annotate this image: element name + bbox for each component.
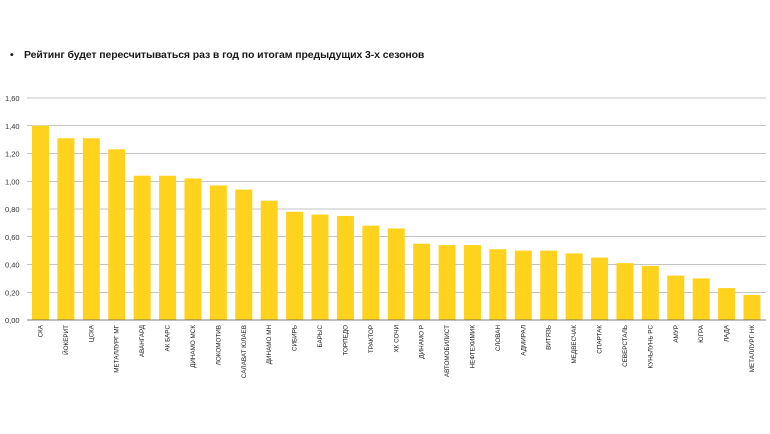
x-category-label: АК БАРС xyxy=(165,325,172,352)
x-category-label: ДИНАМО МСК xyxy=(190,325,197,368)
bar xyxy=(260,200,278,320)
y-tick-label: 0,40 xyxy=(5,261,20,270)
y-tick-label: 1,60 xyxy=(5,94,20,103)
bullet-icon: • xyxy=(10,49,14,61)
x-category-label: ЦСКА xyxy=(88,324,95,342)
bar xyxy=(184,178,202,320)
x-category-label: ВИТЯЗЬ xyxy=(546,325,553,350)
bar xyxy=(540,250,558,320)
bar xyxy=(82,138,100,320)
rating-note: • Рейтинг будет пересчитываться раз в год… xyxy=(10,49,424,61)
bar xyxy=(667,275,685,320)
y-tick-label: 1,20 xyxy=(5,150,20,159)
x-category-label: СИБИРЬ xyxy=(292,325,299,351)
bar xyxy=(57,138,75,320)
x-category-label: АВАНГАРД xyxy=(139,324,146,357)
bar xyxy=(336,215,354,320)
x-category-label: КУНЬЛУНЬ РС xyxy=(647,325,654,369)
bar xyxy=(718,288,736,320)
bar xyxy=(32,125,49,320)
rating-note-text: Рейтинг будет пересчитываться раз в год … xyxy=(24,49,425,61)
bars xyxy=(32,125,761,320)
x-category-label: ЛОКОМОТИВ xyxy=(215,325,222,365)
bar xyxy=(591,257,609,320)
bar xyxy=(743,295,761,320)
bar xyxy=(159,175,177,320)
bar xyxy=(489,249,507,320)
y-axis-tick-labels: 0,00 0,20 0,40 0,60 0,80 1,00 1,20 1,40 1,60 xyxy=(5,94,20,325)
y-tick-label: 0,60 xyxy=(5,233,20,242)
x-category-label: НЕФТЕХИМИК xyxy=(469,325,476,369)
x-category-label: СЛОВАН xyxy=(495,325,502,352)
y-tick-label: 0,80 xyxy=(5,205,20,214)
x-category-label: СКА xyxy=(38,324,45,337)
bar xyxy=(235,189,253,320)
x-category-label: САЛАВАТ ЮЛАЕВ xyxy=(241,325,248,378)
bar xyxy=(463,245,481,320)
x-category-label: АДМИРАЛ xyxy=(520,325,527,356)
x-category-label: ХК СОЧИ xyxy=(393,325,400,353)
bar xyxy=(108,149,126,320)
x-category-label: ДИНАМО Р xyxy=(419,325,426,359)
x-category-label: АВТОМОБИЛИСТ xyxy=(444,325,451,377)
bar xyxy=(616,263,634,320)
x-axis-category-labels: СКА ЙОКЕРИТ ЦСКА МЕТАЛЛУРГ МГ АВАНГАРД АК БАР… xyxy=(38,324,757,378)
x-category-label: СПАРТАК xyxy=(597,325,604,354)
bar xyxy=(565,253,583,320)
bar xyxy=(438,245,456,320)
y-tick-label: 1,40 xyxy=(5,122,20,131)
x-category-label: ТОРПЕДО xyxy=(342,325,349,356)
x-category-label: АМУР xyxy=(673,325,680,343)
x-category-label: МЕТАЛЛУРГ МГ xyxy=(114,324,121,372)
x-category-label: МЕТАЛЛУРГ НК xyxy=(749,325,756,373)
y-tick-label: 1,00 xyxy=(5,177,20,186)
x-category-label: СЕВЕРСТАЛЬ xyxy=(622,325,629,367)
x-category-label: ТРАКТОР xyxy=(368,325,375,353)
bar xyxy=(514,250,532,320)
bar xyxy=(286,211,304,320)
bar xyxy=(209,185,227,320)
x-category-label: ДИНАМО МН xyxy=(266,325,273,365)
bar xyxy=(362,225,380,320)
bar xyxy=(692,278,710,320)
bar xyxy=(387,228,405,320)
bar xyxy=(413,243,431,320)
y-tick-label: 0,00 xyxy=(5,316,20,325)
x-category-label: ЙОКЕРИТ xyxy=(61,325,70,355)
bar xyxy=(311,214,329,320)
bar xyxy=(641,265,659,320)
x-category-label: ЮГРА xyxy=(698,324,705,343)
x-category-label: ЛАДА xyxy=(724,324,731,342)
y-tick-label: 0,20 xyxy=(5,288,20,297)
bar xyxy=(133,175,151,320)
x-category-label: БАРЫС xyxy=(317,325,324,348)
x-category-label: МЕДВЕСЧАК xyxy=(571,325,578,364)
